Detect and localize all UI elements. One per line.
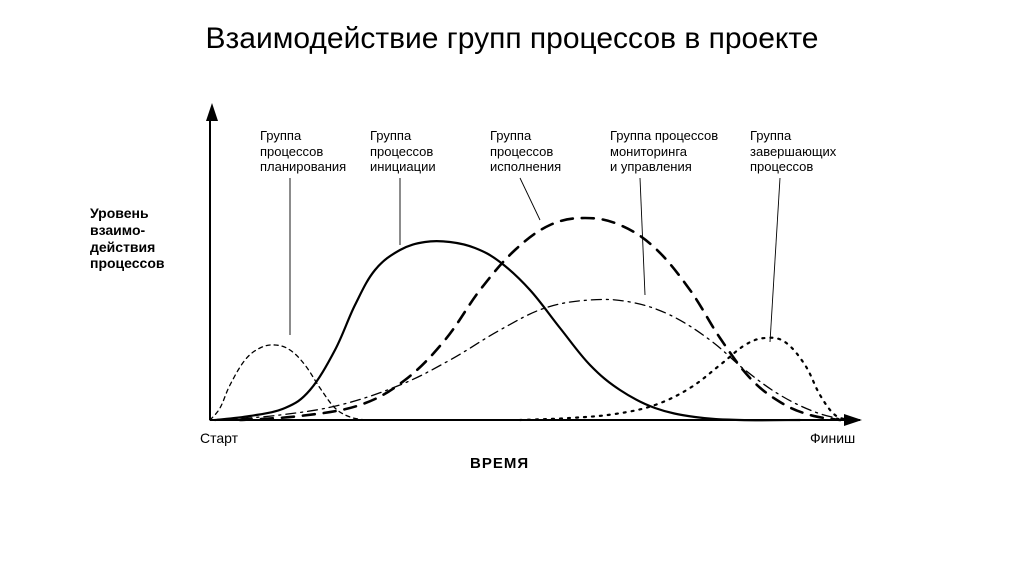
- page-title: Взаимодействие групп процессов в проекте: [0, 22, 1024, 56]
- series-execution: [240, 218, 840, 420]
- chart-svg: [100, 90, 910, 520]
- series-closing: [520, 338, 850, 420]
- series-initiation: [210, 345, 365, 420]
- series-planning: [215, 241, 800, 420]
- process-groups-chart: Уровеньвзаимо-действияпроцессов Группапр…: [100, 90, 910, 520]
- series-monitoring: [220, 299, 845, 420]
